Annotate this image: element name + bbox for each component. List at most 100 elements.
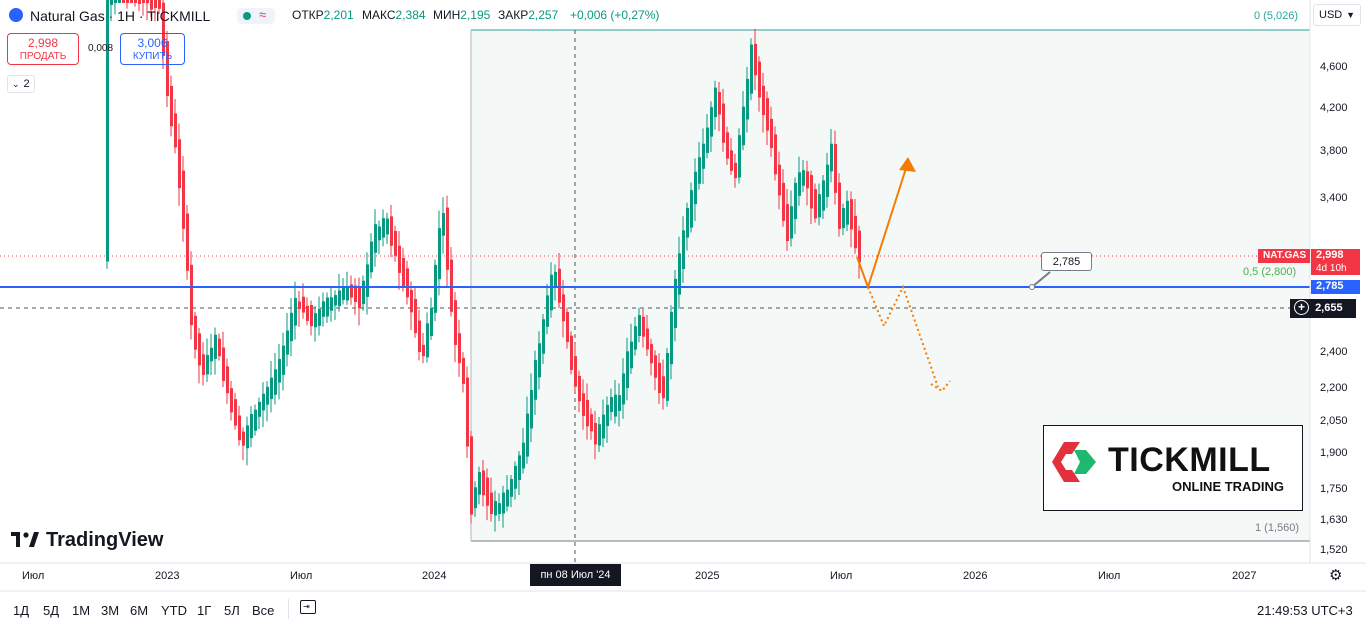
sell-label: ПРОДАТЬ: [19, 51, 67, 62]
candle-body: [698, 157, 701, 184]
candle-body: [166, 41, 169, 97]
data-feed-icon: ≈: [259, 7, 267, 22]
candle-body: [554, 271, 557, 287]
candle-body: [686, 207, 689, 238]
chevron-down-icon: ▼: [1346, 10, 1355, 20]
fib-level-0-label: 0 (5,026): [1254, 10, 1299, 22]
candle-body: [634, 326, 637, 350]
candle-body: [778, 164, 781, 196]
time-axis-label: Июл: [290, 570, 313, 582]
candle-body: [454, 300, 457, 345]
candle-body: [194, 315, 197, 350]
candle-body: [806, 171, 809, 189]
ohlc-open-value: 2,201: [323, 8, 354, 22]
tradingview-logo-icon: [11, 532, 39, 547]
candle-body: [814, 189, 817, 219]
timeframe-1y[interactable]: 1Г: [197, 603, 212, 618]
timeframe-all[interactable]: Все: [252, 603, 275, 618]
axis-settings-icon[interactable]: ⚙: [1329, 567, 1343, 584]
crosshair-plus-icon[interactable]: +: [1294, 299, 1309, 315]
candle-body: [846, 200, 849, 225]
candle-body: [774, 134, 777, 175]
candle-body: [158, 0, 161, 9]
candle-body: [558, 268, 561, 303]
candle-body: [210, 347, 213, 362]
buy-label: КУПИТЬ: [132, 51, 173, 62]
candle-body: [366, 264, 369, 297]
calendar-range-icon[interactable]: ⇥: [300, 600, 316, 614]
timeframe-1m[interactable]: 1М: [72, 603, 91, 618]
time-axis-label: 2026: [963, 570, 988, 582]
candle-body: [506, 489, 509, 507]
candle-body: [546, 295, 549, 327]
candle-body: [826, 164, 829, 197]
timeframe-1d[interactable]: 1Д: [13, 603, 30, 618]
ohlc-low-value: 2,195: [460, 8, 491, 22]
candle-body: [402, 257, 405, 287]
gas-drop-icon: [9, 8, 23, 22]
price-axis-label: 3,400: [1320, 192, 1348, 204]
candle-body: [374, 224, 377, 253]
timeframe-ytd[interactable]: YTD: [161, 603, 187, 618]
candle-body: [470, 436, 473, 515]
candle-body: [214, 334, 217, 359]
candle-body: [474, 487, 477, 509]
price-axis-label: 2,200: [1320, 382, 1348, 394]
candle-body: [654, 355, 657, 378]
buy-button[interactable]: 3,006 КУПИТЬ: [120, 33, 185, 65]
price-callout[interactable]: 2,785: [1041, 252, 1092, 271]
candlestick-series: [106, 0, 861, 532]
candle-body: [442, 213, 445, 236]
candle-body: [570, 335, 573, 370]
candle-body: [610, 397, 613, 413]
tickmill-name: TICKMILL: [1108, 441, 1271, 479]
ohlc-close-value: 2,257: [528, 8, 559, 22]
sell-button[interactable]: 2,998 ПРОДАТЬ: [7, 33, 79, 65]
candle-body: [126, 0, 129, 3]
candle-body: [434, 264, 437, 313]
candle-body: [178, 139, 181, 189]
currency-selector[interactable]: USD ▼: [1313, 4, 1361, 26]
candle-body: [230, 388, 233, 413]
timeframe-5y[interactable]: 5Л: [224, 603, 240, 618]
timeframe-5d[interactable]: 5Д: [43, 603, 60, 618]
candle-body: [198, 333, 201, 366]
indicator-toggle[interactable]: ⌄ 2: [7, 75, 35, 93]
candle-body: [130, 0, 133, 3]
candle-body: [718, 92, 721, 115]
candle-body: [510, 478, 513, 497]
market-status-indicator[interactable]: ≈: [237, 7, 275, 24]
timeframe-6m[interactable]: 6М: [130, 603, 149, 618]
symbol-title[interactable]: Natural Gas · 1H · TICKMILL: [30, 8, 211, 24]
candle-body: [282, 345, 285, 375]
callout-pointer: [1031, 271, 1051, 288]
candle-body: [790, 206, 793, 239]
candle-body: [450, 259, 453, 312]
candle-body: [646, 328, 649, 350]
candle-body: [298, 301, 301, 309]
candle-body: [358, 286, 361, 309]
candle-body: [702, 143, 705, 169]
candle-body: [270, 377, 273, 400]
candle-body: [730, 150, 733, 171]
last-price-value: 2,998: [1316, 249, 1344, 261]
price-axis-label: 4,200: [1320, 102, 1348, 114]
candle-body: [266, 386, 269, 405]
candle-body: [786, 204, 789, 242]
candle-body: [106, 0, 109, 262]
candle-body: [438, 228, 441, 280]
time-axis-label: 2025: [695, 570, 720, 582]
candle-body: [650, 344, 653, 364]
candle-body: [382, 218, 385, 238]
timeframe-3m[interactable]: 3М: [101, 603, 120, 618]
candle-body: [754, 43, 757, 76]
candle-body: [254, 409, 257, 431]
candle-body: [418, 320, 421, 353]
candle-body: [218, 338, 221, 357]
candle-body: [794, 182, 797, 220]
projection-down-path[interactable]: [867, 284, 939, 388]
candle-body: [682, 230, 685, 269]
candle-body: [834, 144, 837, 193]
candle-body: [330, 297, 333, 311]
